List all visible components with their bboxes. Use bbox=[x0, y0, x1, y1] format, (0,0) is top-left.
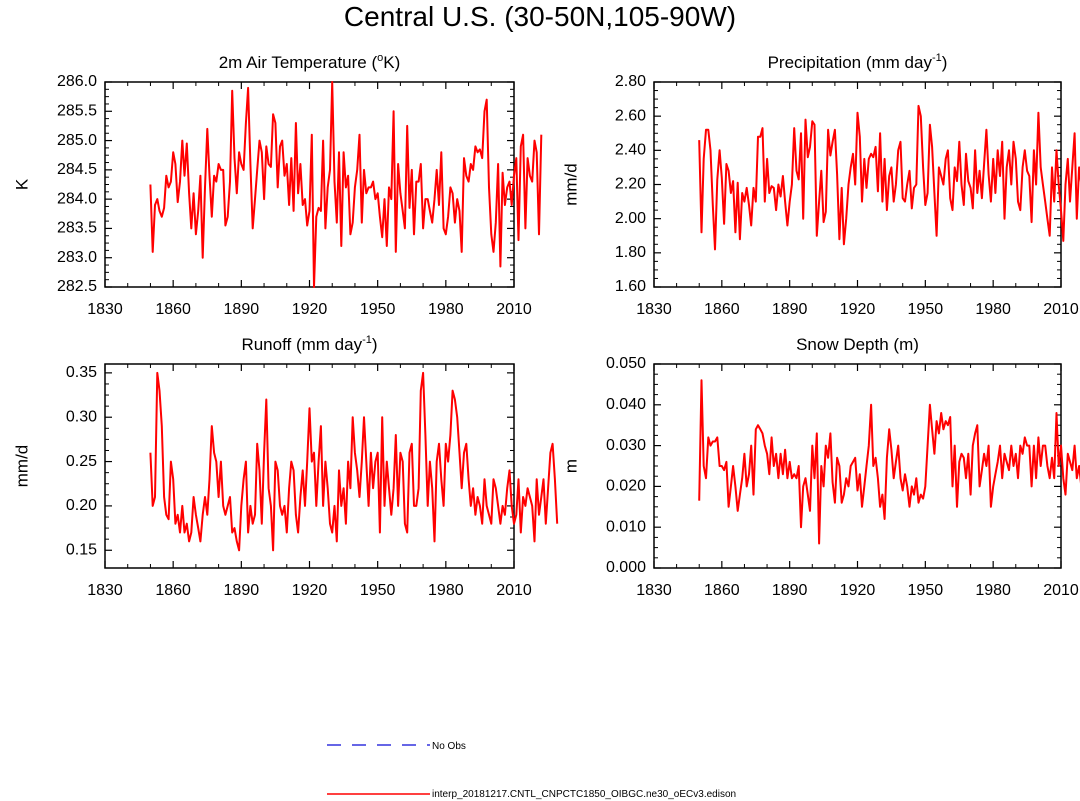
y-tick-label-temperature: 286.0 bbox=[57, 73, 97, 90]
x-tick-label-precipitation: 2010 bbox=[1043, 301, 1079, 318]
y-tick-label-runoff: 0.25 bbox=[66, 453, 97, 470]
y-axis-label-runoff: mm/d bbox=[12, 445, 31, 488]
x-tick-label-snow-depth: 1860 bbox=[704, 582, 740, 599]
x-tick-label-snow-depth: 1890 bbox=[772, 582, 808, 599]
y-tick-label-runoff: 0.15 bbox=[66, 541, 97, 558]
x-tick-label-snow-depth: 2010 bbox=[1043, 582, 1079, 599]
x-tick-label-precipitation: 1890 bbox=[772, 301, 808, 318]
y-tick-label-runoff: 0.35 bbox=[66, 364, 97, 381]
x-tick-label-temperature: 1920 bbox=[292, 301, 328, 318]
y-tick-label-precipitation: 1.80 bbox=[615, 244, 646, 261]
y-tick-label-snow-depth: 0.010 bbox=[606, 518, 646, 535]
y-axis-label-temperature: K bbox=[12, 178, 31, 190]
legend-label-no-obs: No Obs bbox=[432, 741, 466, 752]
y-tick-label-temperature: 285.5 bbox=[57, 103, 97, 120]
x-tick-label-precipitation: 1980 bbox=[975, 301, 1011, 318]
legend-label-model-run: interp_20181217.CNTL_CNPCTC1850_OIBGC.ne… bbox=[432, 789, 737, 800]
y-tick-label-runoff: 0.20 bbox=[66, 497, 97, 514]
y-tick-label-temperature: 285.0 bbox=[57, 132, 97, 149]
y-tick-label-snow-depth: 0.030 bbox=[606, 437, 646, 454]
figure-title: Central U.S. (30-50N,105-90W) bbox=[343, 1, 737, 32]
y-tick-label-snow-depth: 0.050 bbox=[606, 355, 646, 372]
series-line-precipitation bbox=[698, 104, 1080, 251]
y-tick-label-snow-depth: 0.000 bbox=[606, 559, 646, 576]
x-tick-label-precipitation: 1950 bbox=[908, 301, 944, 318]
series-line-temperature bbox=[149, 81, 543, 288]
y-axis-label-precipitation: mm/d bbox=[561, 163, 580, 206]
y-tick-label-precipitation: 2.20 bbox=[615, 176, 646, 193]
x-tick-label-snow-depth: 1830 bbox=[636, 582, 672, 599]
y-tick-label-snow-depth: 0.040 bbox=[606, 396, 646, 413]
y-tick-label-precipitation: 2.40 bbox=[615, 142, 646, 159]
x-tick-label-runoff: 1830 bbox=[87, 582, 123, 599]
series-line-runoff bbox=[149, 371, 559, 552]
plot-frame-snow-depth bbox=[653, 363, 1062, 569]
y-tick-label-precipitation: 1.60 bbox=[615, 278, 646, 295]
panel-title-temperature: 2m Air Temperature (oK) bbox=[219, 52, 401, 72]
x-tick-label-runoff: 1890 bbox=[224, 582, 260, 599]
y-tick-label-precipitation: 2.00 bbox=[615, 210, 646, 227]
y-tick-label-temperature: 284.0 bbox=[57, 190, 97, 207]
x-tick-label-precipitation: 1860 bbox=[704, 301, 740, 318]
x-tick-label-runoff: 1950 bbox=[360, 582, 396, 599]
x-tick-label-precipitation: 1920 bbox=[840, 301, 876, 318]
x-tick-label-runoff: 1980 bbox=[428, 582, 464, 599]
x-tick-label-snow-depth: 1980 bbox=[975, 582, 1011, 599]
panel-title-snow-depth: Snow Depth (m) bbox=[796, 335, 919, 354]
x-tick-label-temperature: 1830 bbox=[87, 301, 123, 318]
x-tick-label-precipitation: 1830 bbox=[636, 301, 672, 318]
panel-title-runoff: Runoff (mm day-1) bbox=[241, 334, 377, 354]
panel-title-precipitation: Precipitation (mm day-1) bbox=[768, 52, 948, 72]
x-tick-label-snow-depth: 1950 bbox=[908, 582, 944, 599]
y-tick-label-precipitation: 2.60 bbox=[615, 107, 646, 124]
x-tick-label-runoff: 2010 bbox=[496, 582, 532, 599]
y-tick-label-temperature: 284.5 bbox=[57, 161, 97, 178]
y-tick-label-temperature: 283.5 bbox=[57, 220, 97, 237]
y-tick-label-temperature: 282.5 bbox=[57, 278, 97, 295]
series-line-snow-depth bbox=[698, 379, 1080, 545]
x-tick-label-runoff: 1920 bbox=[292, 582, 328, 599]
y-tick-label-precipitation: 2.80 bbox=[615, 73, 646, 90]
x-tick-label-temperature: 1980 bbox=[428, 301, 464, 318]
x-tick-label-temperature: 1860 bbox=[155, 301, 191, 318]
y-tick-label-snow-depth: 0.020 bbox=[606, 478, 646, 495]
x-tick-label-snow-depth: 1920 bbox=[840, 582, 876, 599]
x-tick-label-runoff: 1860 bbox=[155, 582, 191, 599]
y-axis-label-snow-depth: m bbox=[561, 459, 580, 473]
x-tick-label-temperature: 2010 bbox=[496, 301, 532, 318]
x-tick-label-temperature: 1890 bbox=[224, 301, 260, 318]
y-tick-label-temperature: 283.0 bbox=[57, 249, 97, 266]
x-tick-label-temperature: 1950 bbox=[360, 301, 396, 318]
y-tick-label-runoff: 0.30 bbox=[66, 408, 97, 425]
